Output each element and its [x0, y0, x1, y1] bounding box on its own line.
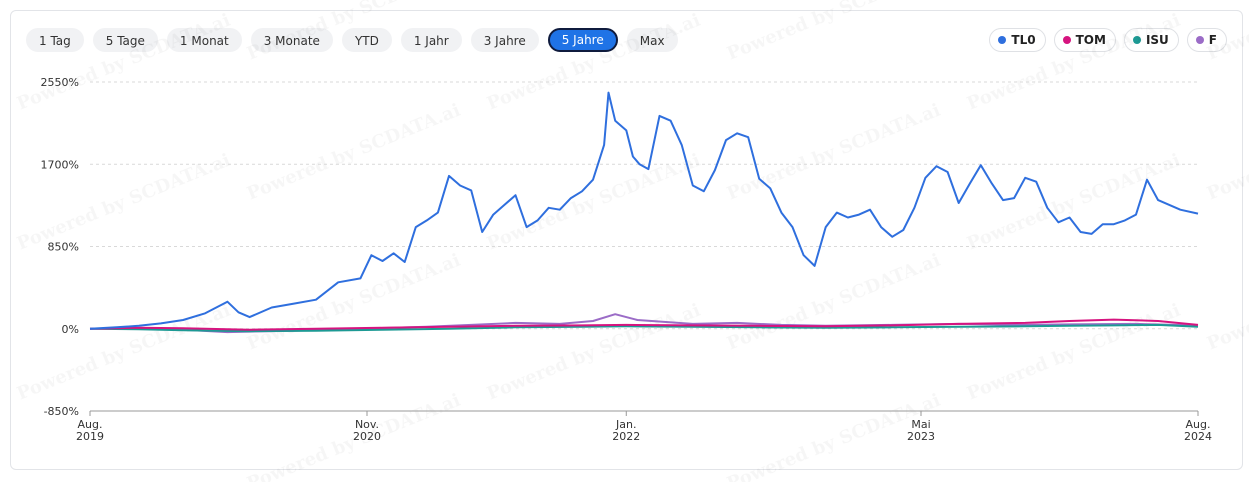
legend-item-isu[interactable]: ISU	[1123, 28, 1179, 52]
legend-dot-icon	[1062, 36, 1071, 44]
range-button-ytd[interactable]: YTD	[341, 28, 392, 52]
legend-dot-icon	[1195, 36, 1204, 44]
y-tick-label: -850%	[44, 405, 79, 418]
series-line-isu	[89, 323, 1199, 333]
watermark-text: Powered by SCDATA.ai	[964, 150, 1184, 255]
series-line-tl0	[89, 91, 1199, 330]
range-button-5-tage[interactable]: 5 Tage	[92, 28, 158, 52]
x-tick-year-label: 2024	[1184, 430, 1212, 443]
range-button-3-monate[interactable]: 3 Monate	[250, 28, 333, 52]
series-line-tom	[89, 318, 1199, 331]
legend: TL0 TOM ISU F	[989, 28, 1227, 52]
x-tick-month-label: Aug.	[1186, 418, 1211, 431]
chart-card	[10, 10, 1243, 470]
watermark-text: Powered by SCDATA.ai	[1204, 250, 1249, 355]
legend-label: TOM	[1075, 33, 1106, 47]
legend-label: F	[1208, 33, 1217, 47]
watermark-text: Powered by SCDATA.ai	[244, 0, 464, 65]
range-button-5-jahre[interactable]: 5 Jahre	[547, 28, 618, 52]
legend-item-tom[interactable]: TOM	[1053, 28, 1116, 52]
watermark-text: Powered by SCDATA.ai	[244, 100, 464, 205]
x-tick-month-label: Mai	[911, 418, 930, 431]
watermark-text: Powered by SCDATA.ai	[14, 10, 234, 115]
x-tick-month-label: Nov.	[355, 418, 379, 431]
watermark-text: Powered by SCDATA.ai	[964, 10, 1184, 115]
watermark-text: Powered by SCDATA.ai	[244, 250, 464, 355]
y-axis-ticks: 2550% 1700% 850% 0% -850%	[41, 76, 79, 418]
legend-label: ISU	[1145, 33, 1169, 47]
legend-item-tl0[interactable]: TL0	[989, 28, 1046, 52]
watermark-text: Powered by SCDATA.ai	[964, 300, 1184, 405]
range-button-1-monat[interactable]: 1 Monat	[166, 28, 242, 52]
watermark-text: Powered by SCDATA.ai	[724, 0, 944, 65]
y-tick-label: 850%	[48, 241, 79, 254]
legend-dot-icon	[1132, 36, 1141, 44]
range-selector: 1 Tag 5 Tage 1 Monat 3 Monate YTD 1 Jahr 3 Jah…	[26, 28, 678, 52]
y-tick-label: 1700%	[41, 158, 79, 171]
range-button-3-jahre[interactable]: 3 Jahre	[470, 28, 539, 52]
watermark-text: Powered by SCDATA.ai	[724, 250, 944, 355]
x-tick-month-label: Aug.	[78, 418, 103, 431]
x-tick-year-label: 2022	[612, 430, 640, 443]
y-tick-label: 2550%	[41, 76, 79, 89]
y-tick-label: 0%	[62, 323, 79, 336]
legend-label: TL0	[1011, 33, 1036, 47]
series-lines	[89, 91, 1199, 334]
x-tick-month-label: Jan.	[615, 418, 636, 431]
x-tick-year-label: 2020	[353, 430, 381, 443]
x-tick-year-label: 2019	[76, 430, 104, 443]
watermark-text: Powered by SCDATA.ai	[724, 100, 944, 205]
watermark-text: Powered by SCDATA.ai	[1204, 0, 1249, 65]
watermark-text: Powered by SCDATA.ai	[484, 10, 704, 115]
range-button-1-jahr[interactable]: 1 Jahr	[400, 28, 462, 52]
range-button-max[interactable]: Max	[626, 28, 678, 52]
x-tick-year-label: 2023	[907, 430, 935, 443]
watermark-text: Powered by SCDATA.ai	[484, 300, 704, 405]
legend-dot-icon	[998, 36, 1007, 44]
watermark-text: Powered by SCDATA.ai	[1204, 100, 1249, 205]
watermarks: Powered by SCDATA.ai Powered by SCDATA.ai…	[14, 0, 1249, 482]
legend-item-f[interactable]: F	[1186, 28, 1227, 52]
range-button-1-tag[interactable]: 1 Tag	[26, 28, 84, 52]
